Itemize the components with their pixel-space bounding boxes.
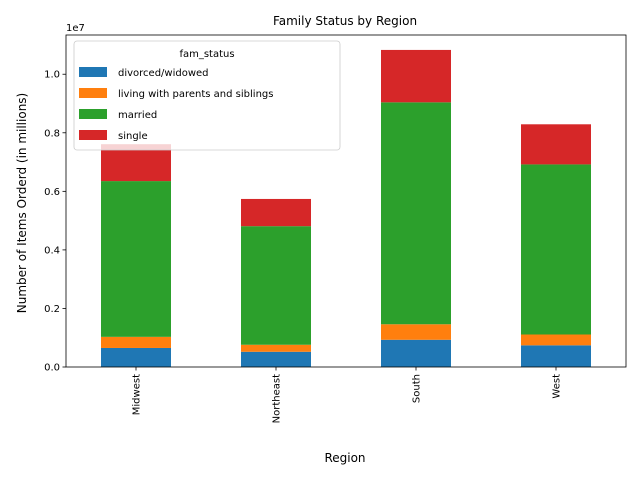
y-tick-label: 0.4 [44, 245, 60, 256]
legend-entry: single [118, 131, 148, 142]
y-tick-label: 0.8 [44, 128, 60, 139]
bar-northeast-married [241, 226, 311, 345]
bar-northeast-living-with-parents-and-siblings [241, 344, 311, 352]
bar-west-single [521, 124, 591, 165]
bar-south-single [381, 49, 451, 103]
chart-title: Family Status by Region [273, 14, 417, 28]
x-tick-label-south: South [412, 374, 423, 403]
plot-frame [65, 34, 627, 368]
bar-west-divorced-widowed [521, 345, 591, 367]
bar-south-living-with-parents-and-siblings [381, 324, 451, 340]
x-tick-label-midwest: Midwest [132, 374, 143, 415]
y-axis-offset-label: 1e7 [66, 23, 85, 34]
legend-entry: living with parents and siblings [118, 89, 273, 100]
legend-swatch [79, 130, 107, 140]
y-tick-label: 1.0 [44, 70, 60, 81]
bar-midwest-married [101, 181, 171, 337]
bar-northeast-single [241, 198, 311, 227]
bar-midwest-divorced-widowed [101, 347, 171, 367]
legend-entry: married [118, 110, 157, 121]
legend-swatch [79, 88, 107, 98]
x-axis-label: Region [324, 451, 365, 465]
y-tick-label: 0.2 [44, 304, 60, 315]
y-tick-label: 0.0 [44, 363, 60, 374]
legend-entry: divorced/widowed [118, 68, 209, 79]
bar-west-living-with-parents-and-siblings [521, 334, 591, 346]
bar-south-married [381, 102, 451, 325]
x-tick-label-northeast: Northeast [272, 374, 283, 423]
bar-northeast-divorced-widowed [241, 351, 311, 367]
legend-swatch [79, 109, 107, 119]
bar-south-divorced-widowed [381, 339, 451, 367]
legend-frame [73, 40, 341, 151]
y-axis-label: Number of Items Orderd (in millions) [15, 93, 29, 313]
legend-title: fam_status [179, 49, 234, 60]
y-tick-label: 0.6 [44, 187, 60, 198]
bar-midwest-living-with-parents-and-siblings [101, 336, 171, 348]
x-tick-label-west: West [552, 374, 563, 399]
bar-west-married [521, 164, 591, 335]
axes-layer: 0.0 0.2 0.4 0.6 0.8 1.0 Midwest Northeast South W… [44, 34, 627, 423]
legend: fam_status divorced/widowed living with pa… [73, 40, 341, 151]
legend-swatch [79, 67, 107, 77]
